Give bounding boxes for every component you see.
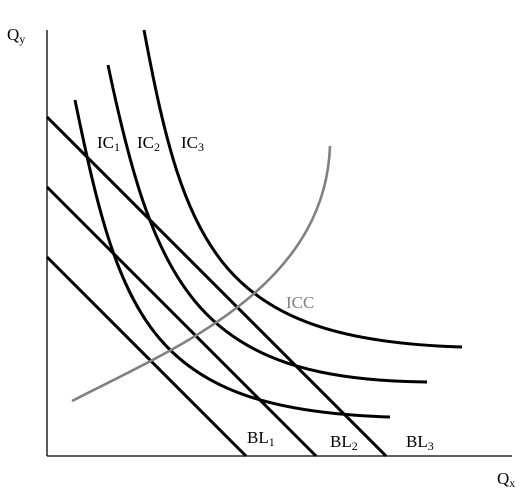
icc-label: ICC [286,293,314,312]
bl3-label: BL3 [406,432,434,453]
income-consumption-curve [71,145,332,403]
indifference-curve-1 [73,99,391,419]
ic2-label: IC2 [137,133,160,154]
budget-line-2 [45,185,318,458]
ic3-label: IC3 [181,133,204,154]
y-axis-label: Qy [7,25,25,46]
indifference-curve-2 [106,64,428,384]
bl1-label: BL1 [247,428,275,449]
budget-line-1 [45,255,248,458]
x-axis-label: Qx [497,469,515,489]
budget-line-3 [45,115,388,458]
ic1-label: IC1 [97,133,120,154]
bl2-label: BL2 [330,432,358,453]
indifference-curve-3 [142,29,463,349]
